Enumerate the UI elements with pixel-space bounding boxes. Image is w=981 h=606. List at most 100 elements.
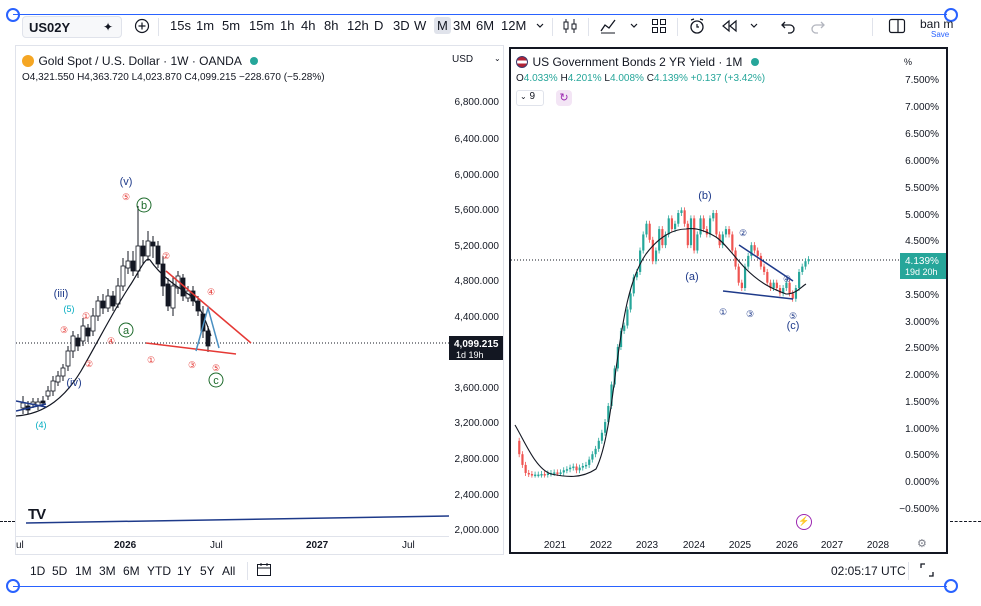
yield-tick-label: 3.500% [905, 290, 939, 301]
year-tick-label: 2021 [544, 540, 567, 551]
indicators-icon[interactable] [598, 16, 618, 36]
resize-handle-top-right[interactable] [944, 8, 958, 22]
interval-d[interactable]: D [374, 18, 384, 33]
interval-1h[interactable]: 1h [280, 18, 295, 33]
interval-4h[interactable]: 4h [301, 18, 316, 33]
yield-candle-body [607, 405, 610, 423]
yield-candle-body [623, 325, 626, 331]
resize-handle-top-left[interactable] [6, 8, 20, 22]
add-symbol-icon[interactable] [132, 16, 152, 36]
left-chart-title[interactable]: Gold Spot / U.S. Dollar · 1W · OANDA [38, 53, 242, 68]
right-chart-canvas[interactable]: 7.500% 7.000% 6.500% 6.000% 5.500% 5.000% 4.50… [511, 49, 946, 552]
wave-label: ① [147, 355, 155, 365]
yield-candle-body [743, 266, 747, 289]
interval-3m[interactable]: 3M [453, 18, 472, 33]
interval-12m[interactable]: 12M [501, 18, 527, 33]
indicators-collapse-button[interactable]: ⌄ 9 [516, 90, 544, 106]
range-ytd[interactable]: YTD [147, 564, 171, 578]
undo-icon[interactable] [778, 16, 798, 36]
refresh-icon[interactable]: ↻ [556, 90, 572, 106]
wedge-lower-line [722, 290, 794, 300]
interval-5m[interactable]: 5m [222, 18, 241, 33]
replay-chevron-down-icon[interactable] [744, 16, 764, 36]
yield-wave-label: (c) [787, 320, 800, 332]
utc-time[interactable]: 02:05:17 UTC [831, 564, 906, 578]
interval-m[interactable]: M [434, 17, 451, 34]
yield-candle-body [597, 440, 600, 449]
yield-candle-body [642, 234, 645, 251]
alert-icon[interactable] [687, 16, 707, 36]
interval-8h[interactable]: 8h [324, 18, 339, 33]
tradingview-logo[interactable]: TV [28, 506, 46, 523]
yield-wave-label: ② [739, 228, 747, 238]
range-5d[interactable]: 5D [52, 564, 68, 578]
range-6m[interactable]: 6M [123, 564, 140, 578]
yield-candle-body [772, 282, 775, 289]
candle-body [45, 390, 51, 397]
range-all[interactable]: All [222, 564, 236, 578]
market-open-dot [750, 57, 759, 66]
right-chart-pane[interactable]: 7.500% 7.000% 6.500% 6.000% 5.500% 5.000% 4.50… [509, 47, 948, 554]
candle-body [50, 380, 56, 392]
settings-icon[interactable]: ⚙ [917, 538, 927, 550]
left-chart-canvas[interactable]: 6,800.000 6,400.000 6,000.000 5,600.000 5,20… [16, 46, 504, 555]
yield-candle-body [794, 288, 798, 299]
intervals-chevron-down-icon[interactable] [530, 16, 550, 36]
fullscreen-icon[interactable] [920, 563, 934, 582]
go-to-date-icon[interactable] [256, 562, 274, 583]
wave-circle [118, 322, 134, 338]
left-chart-pane[interactable]: 6,800.000 6,400.000 6,000.000 5,600.000 5,20… [15, 45, 504, 555]
panel-toggle-icon[interactable] [887, 16, 907, 36]
left-time-axis[interactable] [16, 536, 449, 554]
interval-15m[interactable]: 15m [249, 18, 275, 33]
gold-symbol-icon [22, 54, 34, 67]
candle-type-icon[interactable] [560, 16, 580, 36]
interval-w[interactable]: W [414, 18, 427, 33]
right-chart-title[interactable]: US Government Bonds 2 YR Yield · 1M [532, 54, 743, 69]
yield-candle-body [775, 282, 778, 289]
yield-candle-body [740, 282, 743, 289]
range-1d[interactable]: 1D [30, 564, 46, 578]
yield-candle-body [689, 218, 693, 246]
price-tick-label: 4,800.000 [455, 276, 500, 287]
interval-1m[interactable]: 1m [196, 18, 215, 33]
price-tick-label: 2,000.000 [455, 525, 500, 536]
symbol-search-icon[interactable]: ✦ [103, 20, 114, 34]
left-price-axis[interactable] [449, 46, 503, 536]
left-ohlc-values: O4,321.550 H4,363.720 L4,023.870 C4,099.… [22, 72, 325, 83]
wave-label: ⑤ [212, 363, 220, 373]
lightning-icon[interactable]: ⚡ [796, 514, 812, 530]
right-time-axis[interactable] [511, 536, 900, 552]
range-1y[interactable]: 1Y [177, 564, 192, 578]
year-tick-label: 2026 [776, 540, 799, 551]
indicators-chevron-down-icon[interactable] [624, 16, 644, 36]
candle-body [200, 313, 206, 332]
candle-body [165, 283, 171, 307]
yield-candle-body [753, 245, 756, 251]
yield-candle-body [594, 448, 597, 455]
replay-icon[interactable] [719, 16, 739, 36]
yield-candle-body [674, 223, 677, 230]
yield-candle-body [747, 255, 750, 267]
yield-candle-body [645, 223, 648, 235]
user-name[interactable]: ban m [920, 17, 954, 31]
yield-candle-body [546, 473, 549, 475]
candle-body [140, 245, 146, 257]
symbol-search-box[interactable]: US02Y ✦ [22, 16, 122, 38]
save-button[interactable]: Save [931, 30, 950, 39]
right-price-axis[interactable] [900, 49, 946, 536]
wave-label: ② [85, 359, 93, 369]
interval-3d[interactable]: 3D [393, 18, 410, 33]
interval-12h[interactable]: 12h [347, 18, 369, 33]
redo-icon[interactable] [808, 16, 828, 36]
interval-15s[interactable]: 15s [170, 18, 191, 33]
yield-tick-label: 0.000% [905, 477, 939, 488]
range-3m[interactable]: 3M [99, 564, 116, 578]
interval-6m[interactable]: 6M [476, 18, 495, 33]
yield-wave-label: ⑤ [789, 311, 797, 321]
currency-selector[interactable]: USD ⌄ [452, 54, 501, 65]
range-5y[interactable]: 5Y [200, 564, 215, 578]
candle-body [40, 400, 46, 404]
layout-icon[interactable] [649, 16, 669, 36]
range-1m[interactable]: 1M [75, 564, 92, 578]
